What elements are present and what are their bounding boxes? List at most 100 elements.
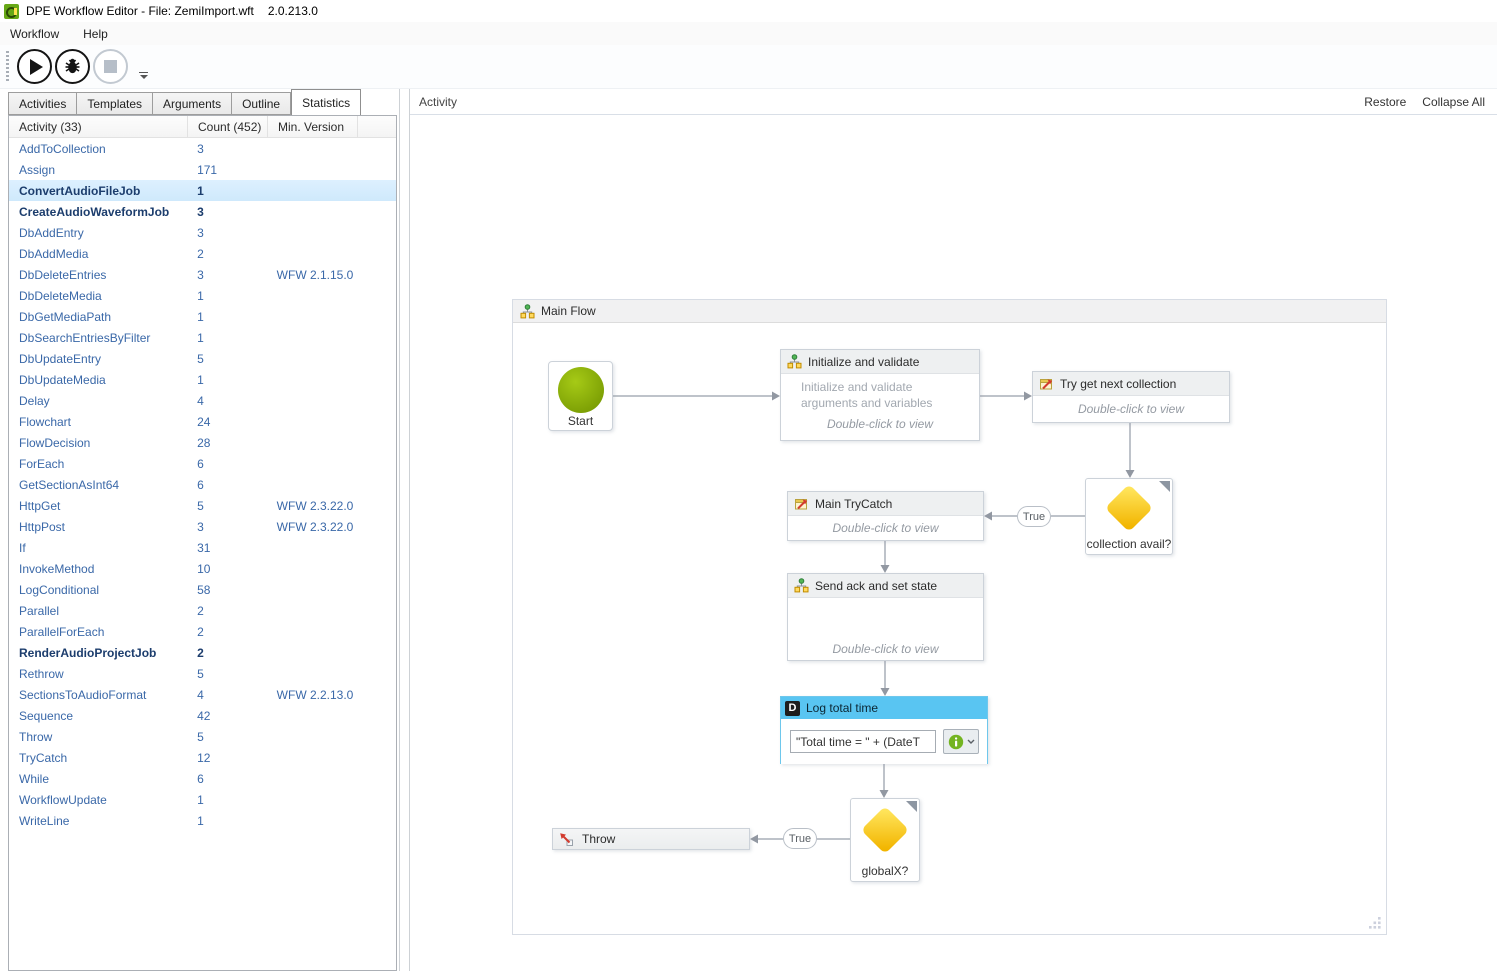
stop-button[interactable]	[93, 49, 128, 84]
table-row[interactable]: DbUpdateEntry 5	[9, 348, 396, 369]
main-flow-container[interactable]: Main Flow Start	[512, 299, 1387, 935]
toolbar-overflow-button[interactable]	[139, 72, 148, 79]
count-cell: 3	[197, 204, 204, 219]
count-cell: 3	[197, 225, 204, 240]
count-cell: 42	[197, 708, 211, 723]
run-button[interactable]	[17, 49, 52, 84]
expression-input[interactable]	[790, 730, 936, 753]
activity-name-cell: Delay	[19, 393, 50, 408]
table-row[interactable]: Assign 171	[9, 159, 396, 180]
double-click-hint: Double-click to view	[832, 642, 939, 656]
flow-decision-icon	[860, 805, 910, 855]
toolbar	[0, 45, 1497, 89]
node-title: Initialize and validate	[808, 354, 920, 369]
panel-splitter[interactable]	[400, 89, 410, 971]
table-row[interactable]: ForEach 6	[9, 453, 396, 474]
bug-icon	[65, 58, 80, 74]
decision-collection-avail[interactable]: collection avail?	[1085, 478, 1173, 555]
table-row[interactable]: While 6	[9, 768, 396, 789]
table-row[interactable]: DbUpdateMedia 1	[9, 369, 396, 390]
count-cell: 2	[197, 645, 204, 660]
table-row[interactable]: RenderAudioProjectJob 2	[9, 642, 396, 663]
activity-name-cell: FlowDecision	[19, 435, 91, 450]
decision-globalx[interactable]: globalX?	[850, 798, 920, 882]
node-title: Try get next collection	[1060, 376, 1177, 391]
table-row[interactable]: TryCatch 12	[9, 747, 396, 768]
initialize-and-validate-node[interactable]: Initialize and validate Initialize and v…	[780, 349, 980, 441]
table-row[interactable]: WorkflowUpdate 1	[9, 789, 396, 810]
decision-label: globalX?	[861, 864, 909, 878]
activity-name-cell: HttpGet	[19, 498, 61, 513]
toolbar-drag-handle[interactable]	[6, 50, 9, 83]
throw-icon	[560, 832, 573, 846]
debug-button[interactable]	[55, 49, 90, 84]
menu-workflow[interactable]: Workflow	[10, 26, 60, 41]
tab-activities[interactable]: Activities	[8, 92, 78, 115]
table-row[interactable]: HttpGet 5 WFW 2.3.22.0	[9, 495, 396, 516]
window-title: DPE Workflow Editor - File: ZemiImport.w…	[26, 4, 254, 18]
table-row[interactable]: ConvertAudioFileJob 1	[9, 180, 396, 201]
table-row[interactable]: InvokeMethod 10	[9, 558, 396, 579]
count-cell: 3	[197, 141, 204, 156]
table-row[interactable]: If 31	[9, 537, 396, 558]
collapse-corner-icon[interactable]	[906, 801, 917, 812]
table-row[interactable]: FlowDecision 28	[9, 432, 396, 453]
table-row[interactable]: LogConditional 58	[9, 579, 396, 600]
table-row[interactable]: Delay 4	[9, 390, 396, 411]
min-version-cell: WFW 2.2.13.0	[276, 687, 354, 702]
tab-strip: Activities Templates Arguments Outline S…	[0, 89, 399, 115]
count-cell: 1	[197, 372, 204, 387]
menu-help[interactable]: Help	[83, 26, 108, 41]
table-row[interactable]: SectionsToAudioFormat 4 WFW 2.2.13.0	[9, 684, 396, 705]
table-row[interactable]: DbAddEntry 3	[9, 222, 396, 243]
main-trycatch-node[interactable]: Main TryCatch Double-click to view	[787, 491, 984, 541]
resize-grip[interactable]	[1368, 916, 1381, 929]
true-connector-label: True	[783, 828, 817, 849]
try-get-next-collection-node[interactable]: Try get next collection Double-click to …	[1032, 371, 1230, 423]
tab-arguments[interactable]: Arguments	[153, 92, 233, 115]
table-row[interactable]: DbDeleteMedia 1	[9, 285, 396, 306]
app-logo-icon	[4, 3, 19, 19]
collapse-all-button[interactable]: Collapse All	[1422, 94, 1485, 109]
start-node[interactable]: Start	[548, 361, 613, 431]
start-icon	[557, 367, 604, 413]
node-title: Send ack and set state	[815, 578, 938, 593]
decision-label: collection avail?	[1086, 537, 1172, 551]
table-row[interactable]: DbSearchEntriesByFilter 1	[9, 327, 396, 348]
menu-bar: Workflow Help	[0, 22, 1497, 45]
column-header-min-version[interactable]: Min. Version	[268, 116, 358, 138]
throw-node[interactable]: Throw	[552, 828, 750, 850]
table-row[interactable]: DbAddMedia 2	[9, 243, 396, 264]
table-row[interactable]: Throw 5	[9, 726, 396, 747]
tab-outline[interactable]: Outline	[232, 92, 292, 115]
activity-name-cell: HttpPost	[19, 519, 66, 534]
table-row[interactable]: DbDeleteEntries 3 WFW 2.1.15.0	[9, 264, 396, 285]
activity-name-cell: DbSearchEntriesByFilter	[19, 330, 151, 345]
column-header-count[interactable]: Count (452)	[188, 116, 268, 138]
left-panel: Activities Templates Arguments Outline S…	[0, 89, 400, 971]
table-row[interactable]: HttpPost 3 WFW 2.3.22.0	[9, 516, 396, 537]
activity-name-cell: TryCatch	[19, 750, 68, 765]
collapse-corner-icon[interactable]	[1159, 481, 1170, 492]
log-level-dropdown[interactable]	[943, 729, 979, 754]
column-header-activity[interactable]: Activity (33)	[9, 116, 188, 138]
true-connector-label: True	[1017, 506, 1051, 527]
table-row[interactable]: Sequence 42	[9, 705, 396, 726]
table-row[interactable]: ParallelForEach 2	[9, 621, 396, 642]
grid-rows: AddToCollection 3 Assign 171 ConvertAudi…	[9, 138, 396, 970]
table-row[interactable]: GetSectionAsInt64 6	[9, 474, 396, 495]
send-ack-and-set-state-node[interactable]: Send ack and set state Double-click to v…	[787, 573, 984, 661]
table-row[interactable]: DbGetMediaPath 1	[9, 306, 396, 327]
table-row[interactable]: Rethrow 5	[9, 663, 396, 684]
restore-button[interactable]: Restore	[1364, 94, 1407, 109]
tab-templates[interactable]: Templates	[77, 92, 154, 115]
tab-statistics[interactable]: Statistics	[291, 89, 362, 115]
main-flow-header[interactable]: Main Flow	[513, 300, 1386, 323]
table-row[interactable]: AddToCollection 3	[9, 138, 396, 159]
log-total-time-node[interactable]: D Log total time	[780, 696, 988, 764]
table-row[interactable]: Flowchart 24	[9, 411, 396, 432]
table-row[interactable]: WriteLine 1	[9, 810, 396, 831]
table-row[interactable]: CreateAudioWaveformJob 3	[9, 201, 396, 222]
table-row[interactable]: Parallel 2	[9, 600, 396, 621]
designer-canvas[interactable]: Main Flow Start	[410, 115, 1497, 971]
